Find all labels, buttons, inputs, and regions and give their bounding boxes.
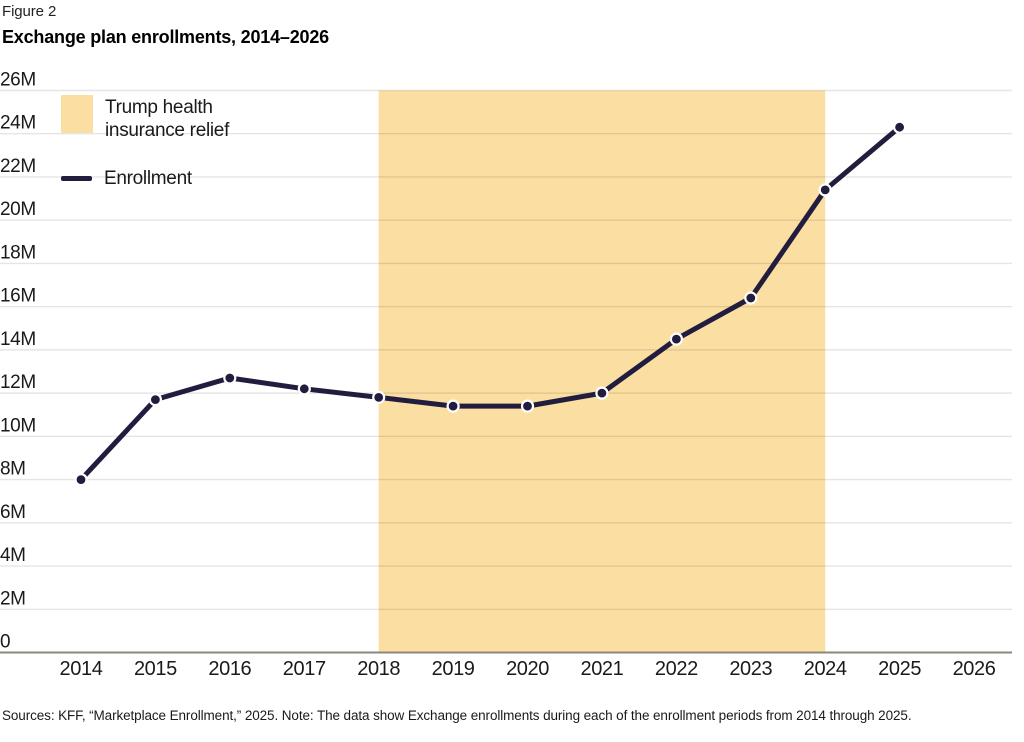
x-tick-label-2018: 2018 xyxy=(357,658,400,680)
legend-band-label-line1: Trump health xyxy=(105,97,213,118)
y-tick-label-8M: 8M xyxy=(0,459,26,480)
data-point-2023 xyxy=(744,291,758,305)
y-tick-label-0: 0 xyxy=(0,632,10,653)
x-tick-label-2021: 2021 xyxy=(580,658,623,680)
x-tick-label-2019: 2019 xyxy=(432,658,475,680)
data-point-2020 xyxy=(520,399,535,413)
enrollment-line xyxy=(78,124,903,483)
band-swatch-icon xyxy=(61,95,93,133)
trump-relief-band xyxy=(378,90,826,653)
y-tick-label-24M: 24M xyxy=(0,113,36,134)
y-tick-label-2M: 2M xyxy=(0,588,26,609)
data-point-2016 xyxy=(223,371,237,385)
x-tick-label-2022: 2022 xyxy=(655,658,698,680)
x-tick-label-2014: 2014 xyxy=(60,658,103,680)
data-point-2015 xyxy=(148,393,162,407)
data-point-2017 xyxy=(297,382,311,396)
y-tick-label-6M: 6M xyxy=(0,502,26,523)
y-tick-label-26M: 26M xyxy=(0,70,36,91)
legend-band-label: Trump health insurance relief xyxy=(105,96,229,142)
y-tick-label-12M: 12M xyxy=(0,372,36,393)
y-tick-label-10M: 10M xyxy=(0,415,36,436)
x-tick-label-2017: 2017 xyxy=(283,658,326,680)
data-point-2018 xyxy=(372,390,386,404)
y-tick-label-22M: 22M xyxy=(0,156,36,177)
line-swatch-icon xyxy=(61,175,92,181)
data-point-2014 xyxy=(74,473,88,487)
x-tick-label-2016: 2016 xyxy=(208,658,251,680)
legend-enrollment-label: Enrollment xyxy=(104,168,192,189)
x-tick-label-2024: 2024 xyxy=(804,658,847,680)
y-tick-label-14M: 14M xyxy=(0,329,36,350)
legend-band-label-line2: insurance relief xyxy=(105,120,230,141)
figure-label: Figure 2 xyxy=(2,3,57,20)
legend-item-enrollment: Enrollment xyxy=(61,166,291,190)
x-tick-label-2020: 2020 xyxy=(506,658,549,680)
y-tick-label-4M: 4M xyxy=(0,545,26,566)
legend-item-trump-relief: Trump health insurance relief xyxy=(61,95,291,142)
chart-title: Exchange plan enrollments, 2014–2026 xyxy=(2,27,329,47)
data-point-2019 xyxy=(446,399,460,413)
data-point-2024 xyxy=(818,183,832,197)
data-point-2022 xyxy=(669,332,684,346)
y-tick-label-16M: 16M xyxy=(0,286,36,307)
y-tick-label-20M: 20M xyxy=(0,199,36,220)
data-point-2025 xyxy=(892,120,907,134)
enrollment-line-chart: 0 2M 4M 6M 8M 10M 12M 14M 16M 18M 20M 22M 24M 26M 2014… xyxy=(0,70,1012,680)
source-note: Sources: KFF, “Marketplace Enrollment,” … xyxy=(2,708,912,723)
x-tick-label-2025: 2025 xyxy=(878,658,921,680)
x-tick-label-2015: 2015 xyxy=(134,658,177,680)
data-point-2021 xyxy=(595,386,609,400)
y-tick-label-18M: 18M xyxy=(0,242,36,263)
x-tick-label-2026: 2026 xyxy=(953,658,996,680)
x-tick-label-2023: 2023 xyxy=(729,658,772,680)
chart-legend: Trump health insurance relief Enrollment xyxy=(61,95,291,190)
